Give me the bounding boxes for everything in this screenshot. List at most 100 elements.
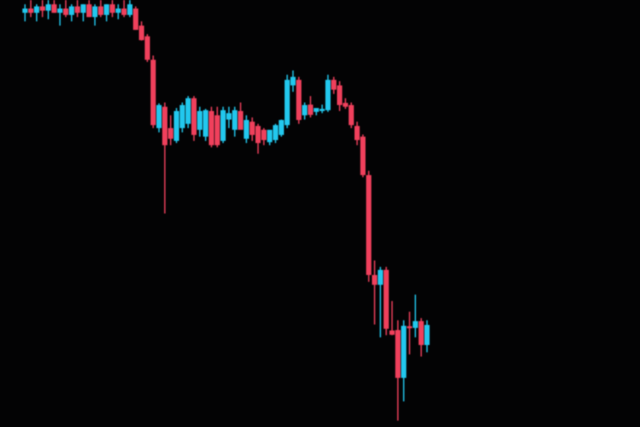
candle-down <box>261 128 267 146</box>
candle-down <box>307 96 314 118</box>
candle-body <box>302 105 308 116</box>
candle-body <box>51 4 57 13</box>
candle-body <box>69 6 75 15</box>
candle-body <box>261 129 267 141</box>
candle-up <box>243 115 249 144</box>
candle-body <box>57 8 63 13</box>
candle-down <box>51 0 57 13</box>
candle-up <box>226 106 232 129</box>
candle-body <box>22 8 28 13</box>
candle-down <box>342 98 349 109</box>
candle-up <box>22 4 28 22</box>
candle-body <box>290 76 296 86</box>
candle-body <box>226 113 232 120</box>
candle-up <box>92 4 98 26</box>
candle-up <box>197 106 203 137</box>
candle-body <box>389 330 395 335</box>
candle-up <box>203 108 209 141</box>
candle-body <box>249 121 255 135</box>
candle-down <box>39 0 46 18</box>
candle-down <box>74 0 81 18</box>
candle-body <box>173 111 180 141</box>
candle-down <box>296 76 302 124</box>
candle-body <box>162 106 168 146</box>
candle-body <box>348 105 354 126</box>
candle-up <box>69 4 75 22</box>
candle-down <box>150 55 156 129</box>
candle-body <box>401 325 407 378</box>
candle-up <box>401 320 407 402</box>
candle-up <box>220 106 226 144</box>
candle-down <box>138 21 145 41</box>
candle-body <box>267 129 273 143</box>
candle-body <box>395 330 401 378</box>
candle-up <box>377 266 383 338</box>
candle-down <box>133 6 139 30</box>
candle-down <box>144 34 150 62</box>
candle-body <box>337 85 343 106</box>
candle-down <box>121 0 127 18</box>
candle-down <box>237 102 244 130</box>
candle-body <box>331 79 337 90</box>
candle-body <box>98 6 104 15</box>
candle-body <box>185 98 191 124</box>
candle-body <box>127 4 133 15</box>
candle-up <box>302 102 308 120</box>
candle-body <box>278 119 284 135</box>
candle-body <box>39 6 46 11</box>
candle-body <box>121 8 127 15</box>
candle-body <box>156 105 162 129</box>
candle-body <box>366 175 372 275</box>
candle-up <box>45 0 51 20</box>
candle-up <box>284 74 290 129</box>
candle-body <box>406 326 413 329</box>
candle-down <box>63 0 69 18</box>
candle-down <box>191 96 197 141</box>
candle-up <box>319 104 325 114</box>
candle-down <box>98 0 104 18</box>
candle-body <box>237 111 244 130</box>
candle-body <box>325 79 331 111</box>
candle-body <box>214 115 220 146</box>
candle-up <box>80 4 86 22</box>
candle-body <box>191 98 197 135</box>
candle-body <box>296 79 302 120</box>
candle-body <box>208 111 215 146</box>
candle-up <box>156 103 162 133</box>
candle-body <box>179 105 185 129</box>
candle-body <box>371 274 378 285</box>
candle-body <box>203 110 209 137</box>
candle-body <box>307 104 314 115</box>
candle-up <box>103 4 110 22</box>
candle-up <box>232 106 238 137</box>
candle-body <box>86 4 92 18</box>
candle-down <box>109 0 115 18</box>
candle-body <box>63 8 69 15</box>
candle-down <box>389 301 395 336</box>
candle-body <box>220 110 226 141</box>
candle-body <box>284 79 290 126</box>
candle-down <box>162 102 168 214</box>
candle-body <box>255 125 261 144</box>
candle-body <box>138 25 145 41</box>
candle-body <box>272 125 279 141</box>
candle-body <box>168 128 174 139</box>
candle-body <box>34 6 40 13</box>
candle-up <box>57 4 63 26</box>
candle-up <box>278 119 284 137</box>
candle-body <box>109 4 115 13</box>
candle-body <box>354 125 360 141</box>
candle-up <box>34 4 40 22</box>
candle-body <box>45 4 51 11</box>
candle-body <box>424 324 430 346</box>
candle-down <box>383 266 389 336</box>
candle-body <box>243 119 249 139</box>
candle-body <box>197 111 203 130</box>
candle-up <box>179 102 185 133</box>
candle-body <box>115 8 121 13</box>
candle-down <box>354 121 360 146</box>
candle-up <box>313 108 319 116</box>
candle-up <box>173 108 180 144</box>
candle-body <box>150 59 156 126</box>
